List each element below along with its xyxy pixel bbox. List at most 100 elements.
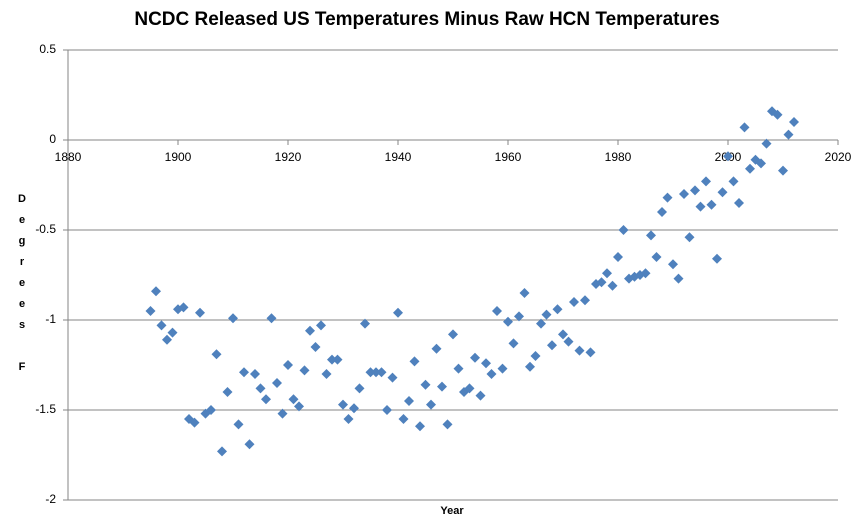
point (552, 304, 563, 315)
point (283, 360, 293, 370)
point (222, 387, 233, 397)
point (563, 336, 574, 347)
y-tick-label: -0.5 (35, 222, 56, 236)
point (404, 396, 414, 406)
point (717, 187, 728, 198)
point (387, 372, 398, 383)
point (618, 225, 629, 235)
point (233, 419, 244, 430)
point (415, 421, 425, 432)
point (574, 345, 585, 356)
point (596, 277, 607, 288)
point (728, 176, 739, 187)
point (651, 252, 662, 262)
point (332, 354, 343, 365)
point (360, 318, 370, 329)
point (431, 343, 442, 354)
point (525, 361, 535, 372)
point (250, 369, 260, 379)
point (530, 351, 541, 361)
point (217, 446, 227, 457)
point (266, 313, 277, 324)
point (371, 367, 381, 378)
point (453, 363, 464, 374)
point (464, 383, 475, 394)
x-tick-label: 1920 (275, 150, 302, 164)
point (156, 320, 167, 331)
point (228, 313, 238, 324)
point (294, 401, 304, 412)
point (167, 327, 178, 338)
y-tick-label: 0 (49, 132, 56, 146)
point (354, 383, 365, 394)
point (162, 334, 172, 345)
y-tick-label: -2 (45, 492, 56, 506)
point (673, 273, 684, 284)
y-tick-label: 0.5 (39, 42, 56, 56)
point (739, 122, 750, 133)
point (662, 192, 673, 203)
x-tick-label: 1960 (495, 150, 522, 164)
point (541, 309, 552, 320)
point (778, 165, 788, 176)
point (497, 363, 508, 374)
point (558, 329, 568, 340)
point (640, 268, 651, 279)
x-tick-label: 2020 (825, 150, 852, 164)
chart-title: NCDC Released US Temperatures Minus Raw … (134, 9, 719, 30)
y-tick-label: -1 (45, 312, 56, 326)
point (376, 367, 387, 378)
point (272, 378, 282, 388)
point (508, 338, 519, 349)
point (772, 109, 783, 120)
point (189, 417, 200, 428)
point (255, 383, 266, 394)
point (569, 297, 579, 307)
point (723, 151, 733, 162)
point (613, 252, 623, 262)
point (349, 403, 359, 414)
point (195, 307, 205, 318)
point (178, 302, 189, 313)
x-axis-label: Year (440, 505, 464, 517)
point (409, 356, 420, 367)
point (305, 325, 315, 336)
point (448, 329, 458, 340)
point (398, 414, 409, 424)
x-tick-label: 1940 (385, 150, 412, 164)
point (470, 352, 480, 363)
y-axis-label: Degrees F (16, 193, 28, 382)
point (503, 316, 513, 327)
point (646, 230, 656, 241)
point (519, 288, 530, 298)
point (239, 367, 249, 378)
point (668, 259, 678, 270)
point (547, 340, 557, 351)
point (151, 286, 161, 297)
point (437, 381, 447, 392)
point (745, 163, 755, 174)
point (211, 349, 222, 360)
point (321, 369, 332, 379)
point (244, 439, 255, 450)
point (486, 369, 497, 379)
point (701, 176, 711, 187)
x-tick-label: 1980 (605, 150, 632, 164)
point (690, 185, 700, 196)
point (492, 306, 502, 316)
point (393, 307, 403, 318)
point (299, 365, 310, 376)
point (442, 419, 453, 430)
point (706, 199, 717, 210)
x-tick-label: 1880 (55, 150, 82, 164)
point (756, 158, 766, 169)
point (580, 295, 590, 306)
point (761, 138, 772, 149)
point (206, 405, 216, 415)
point (684, 232, 695, 243)
point (145, 306, 156, 316)
point (316, 320, 326, 331)
point (288, 394, 299, 405)
point (382, 405, 392, 415)
